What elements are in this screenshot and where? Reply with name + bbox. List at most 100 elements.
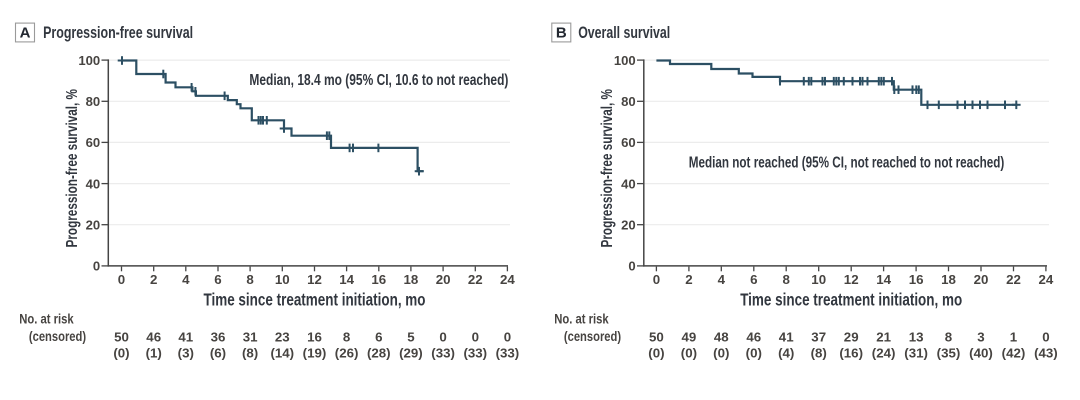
svg-text:6: 6: [750, 272, 757, 287]
svg-text:0: 0: [653, 272, 660, 287]
svg-text:No. at risk: No. at risk: [554, 311, 609, 326]
svg-text:0: 0: [93, 259, 100, 274]
svg-text:No. at risk: No. at risk: [19, 311, 74, 326]
svg-text:(16): (16): [839, 345, 863, 360]
svg-text:41: 41: [178, 330, 193, 345]
svg-text:37: 37: [811, 330, 826, 345]
svg-text:Median not reached (95% CI, no: Median not reached (95% CI, not reached …: [689, 155, 1005, 172]
svg-text:Progression-free survival: Progression-free survival: [43, 24, 193, 42]
svg-text:(33): (33): [431, 345, 455, 360]
svg-text:49: 49: [682, 330, 697, 345]
svg-text:(3): (3): [178, 345, 194, 360]
svg-text:(42): (42): [1002, 345, 1026, 360]
svg-text:A: A: [20, 25, 31, 42]
svg-text:Time since treatment initiatio: Time since treatment initiation, mo: [740, 290, 962, 310]
svg-text:20: 20: [86, 218, 101, 233]
svg-text:31: 31: [243, 330, 258, 345]
svg-text:Time since treatment initiatio: Time since treatment initiation, mo: [204, 290, 426, 310]
svg-text:8: 8: [945, 330, 952, 345]
svg-text:(0): (0): [746, 345, 762, 360]
svg-text:(29): (29): [399, 345, 423, 360]
svg-text:16: 16: [371, 272, 386, 287]
svg-text:1: 1: [1010, 330, 1018, 345]
svg-text:B: B: [556, 25, 567, 42]
svg-text:50: 50: [649, 330, 664, 345]
svg-text:2: 2: [685, 272, 692, 287]
svg-text:24: 24: [500, 272, 515, 287]
svg-text:14: 14: [339, 272, 354, 287]
svg-text:Progression-free survival, %: Progression-free survival, %: [599, 89, 616, 248]
svg-text:60: 60: [621, 135, 636, 150]
svg-text:18: 18: [404, 272, 419, 287]
svg-text:40: 40: [86, 176, 101, 191]
svg-text:14: 14: [876, 272, 891, 287]
svg-text:(28): (28): [367, 345, 391, 360]
svg-text:20: 20: [436, 272, 451, 287]
svg-text:8: 8: [343, 330, 350, 345]
svg-text:(14): (14): [270, 345, 294, 360]
svg-text:20: 20: [974, 272, 989, 287]
svg-text:(43): (43): [1034, 345, 1058, 360]
svg-text:3: 3: [977, 330, 984, 345]
svg-text:48: 48: [714, 330, 729, 345]
svg-text:(35): (35): [937, 345, 961, 360]
svg-text:21: 21: [876, 330, 891, 345]
svg-text:0: 0: [504, 330, 511, 345]
svg-text:22: 22: [468, 272, 483, 287]
svg-text:12: 12: [844, 272, 859, 287]
svg-text:8: 8: [246, 272, 253, 287]
svg-text:(33): (33): [496, 345, 520, 360]
svg-text:Median, 18.4 mo (95% CI, 10.6: Median, 18.4 mo (95% CI, 10.6 to not rea…: [249, 72, 508, 89]
svg-text:100: 100: [614, 53, 636, 68]
svg-text:50: 50: [114, 330, 129, 345]
svg-text:0: 0: [628, 259, 635, 274]
svg-text:2: 2: [150, 272, 157, 287]
svg-text:Overall survival: Overall survival: [578, 24, 670, 42]
svg-text:20: 20: [621, 218, 636, 233]
svg-text:41: 41: [779, 330, 794, 345]
svg-text:(censored): (censored): [29, 329, 86, 344]
svg-text:6: 6: [214, 272, 221, 287]
svg-text:0: 0: [439, 330, 446, 345]
svg-text:Progression-free survival, %: Progression-free survival, %: [64, 89, 81, 248]
svg-text:0: 0: [1042, 330, 1049, 345]
svg-text:8: 8: [782, 272, 789, 287]
svg-text:10: 10: [811, 272, 826, 287]
svg-text:80: 80: [86, 94, 101, 109]
svg-text:5: 5: [407, 330, 415, 345]
svg-text:(33): (33): [463, 345, 487, 360]
svg-text:46: 46: [146, 330, 161, 345]
svg-text:80: 80: [621, 94, 636, 109]
svg-text:40: 40: [621, 176, 636, 191]
svg-text:46: 46: [746, 330, 761, 345]
svg-text:(0): (0): [681, 345, 697, 360]
svg-text:0: 0: [118, 272, 125, 287]
svg-text:(4): (4): [778, 345, 794, 360]
svg-text:(19): (19): [303, 345, 327, 360]
svg-text:16: 16: [909, 272, 924, 287]
svg-text:(26): (26): [335, 345, 359, 360]
svg-text:6: 6: [375, 330, 382, 345]
svg-text:(40): (40): [969, 345, 993, 360]
svg-text:18: 18: [941, 272, 956, 287]
svg-text:(0): (0): [648, 345, 664, 360]
svg-text:(censored): (censored): [564, 329, 621, 344]
svg-text:(0): (0): [713, 345, 729, 360]
svg-text:13: 13: [909, 330, 924, 345]
svg-text:12: 12: [307, 272, 322, 287]
svg-text:100: 100: [78, 53, 100, 68]
svg-text:(6): (6): [210, 345, 226, 360]
svg-text:22: 22: [1006, 272, 1021, 287]
svg-text:36: 36: [211, 330, 226, 345]
svg-text:24: 24: [1039, 272, 1054, 287]
svg-text:4: 4: [182, 272, 190, 287]
svg-text:(24): (24): [872, 345, 896, 360]
svg-text:4: 4: [718, 272, 726, 287]
svg-text:23: 23: [275, 330, 290, 345]
svg-text:10: 10: [275, 272, 290, 287]
svg-text:(8): (8): [811, 345, 827, 360]
svg-text:60: 60: [86, 135, 101, 150]
svg-text:16: 16: [307, 330, 322, 345]
svg-text:0: 0: [472, 330, 479, 345]
svg-text:29: 29: [844, 330, 859, 345]
